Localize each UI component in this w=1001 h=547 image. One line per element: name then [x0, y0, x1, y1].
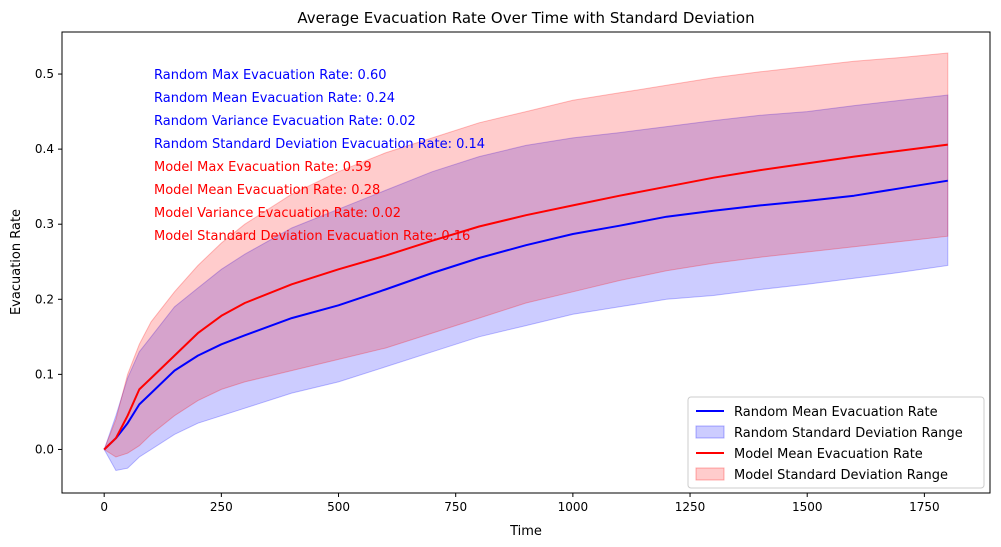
- annotation-text: Random Max Evacuation Rate: 0.60: [154, 68, 387, 83]
- x-tick-label: 500: [327, 500, 350, 514]
- mean-line-random: [103, 179, 948, 451]
- legend-label: Random Mean Evacuation Rate: [734, 405, 938, 420]
- legend-box: [687, 396, 985, 489]
- y-tick-label: 0.5: [35, 67, 54, 81]
- axes: 0 250 500 750 1000 1250 1500 1750 0.0 0.1 0.2 0.3 0.…: [35, 31, 991, 514]
- x-tick-label: 1000: [558, 500, 589, 514]
- y-tick-label: 0.3: [35, 217, 54, 231]
- mean-line-model: [103, 143, 948, 451]
- legend-patch-swatch: [695, 425, 725, 439]
- chart-title: Average Evacuation Rate Over Time with S…: [297, 9, 754, 27]
- x-tick-label: 1500: [792, 500, 823, 514]
- annotation-text: Model Max Evacuation Rate: 0.59: [154, 160, 372, 175]
- y-tick-label: 0.0: [35, 442, 54, 456]
- x-tick-label: 250: [210, 500, 233, 514]
- x-tick-label: 750: [444, 500, 467, 514]
- legend-patch-swatch: [695, 467, 725, 481]
- y-tick-label: 0.1: [35, 367, 54, 381]
- annotation-text: Model Variance Evacuation Rate: 0.02: [154, 206, 401, 221]
- std-band-random: [103, 94, 949, 472]
- annotation-text: Model Standard Deviation Evacuation Rate…: [154, 229, 470, 244]
- legend-label: Random Standard Deviation Range: [734, 426, 963, 441]
- annotation-text: Random Variance Evacuation Rate: 0.02: [154, 114, 416, 129]
- statistics-annotations: Random Max Evacuation Rate: 0.60 Random M…: [154, 68, 485, 244]
- plot-area: [103, 52, 949, 472]
- y-tick-label: 0.4: [35, 142, 54, 156]
- annotation-text: Model Mean Evacuation Rate: 0.28: [154, 183, 380, 198]
- legend: Random Mean Evacuation Rate Random Standa…: [687, 396, 985, 489]
- annotation-text: Random Standard Deviation Evacuation Rat…: [154, 137, 485, 152]
- x-tick-label: 0: [100, 500, 108, 514]
- legend-label: Model Mean Evacuation Rate: [734, 447, 923, 462]
- plot-frame: [61, 31, 991, 494]
- x-axis-label: Time: [509, 524, 542, 539]
- y-tick-label: 0.2: [35, 292, 54, 306]
- annotation-text: Random Mean Evacuation Rate: 0.24: [154, 91, 395, 106]
- legend-label: Model Standard Deviation Range: [734, 468, 948, 483]
- y-axis-label: Evacuation Rate: [9, 209, 24, 315]
- x-tick-label: 1250: [675, 500, 706, 514]
- x-tick-label: 1750: [909, 500, 940, 514]
